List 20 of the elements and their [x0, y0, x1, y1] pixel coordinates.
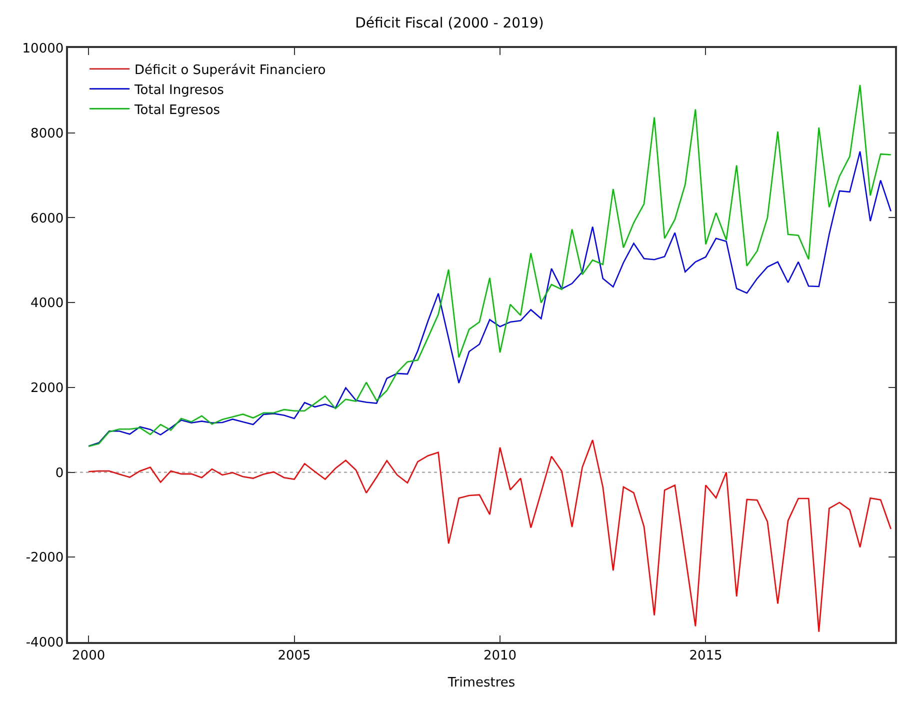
x-tick-label: 2015	[689, 648, 722, 664]
y-tick-label: -4000	[26, 636, 64, 651]
y-tick-label: -2000	[26, 550, 64, 566]
y-tick-label: 8000	[30, 126, 64, 142]
x-tick-label: 2010	[483, 648, 517, 664]
line-series	[88, 439, 892, 633]
legend-label: Déficit o Superávit Financiero	[134, 62, 326, 78]
x-tick-label: 2005	[278, 648, 311, 664]
chart-title: Déficit Fiscal (2000 - 2019)	[355, 15, 544, 32]
y-tick-label: 2000	[30, 380, 64, 396]
x-tick-label: 2000	[72, 648, 106, 664]
y-tick-label: 0	[55, 466, 64, 481]
line-series	[88, 150, 892, 447]
line-series	[88, 84, 892, 448]
legend-label: Total Egresos	[134, 102, 220, 118]
y-tick-label: 6000	[30, 211, 64, 226]
y-tick-label: 4000	[30, 296, 64, 312]
x-axis-title: Trimestres	[446, 675, 516, 690]
legend-label: Total Ingresos	[134, 82, 224, 98]
y-tick-label: 10000	[22, 42, 64, 57]
